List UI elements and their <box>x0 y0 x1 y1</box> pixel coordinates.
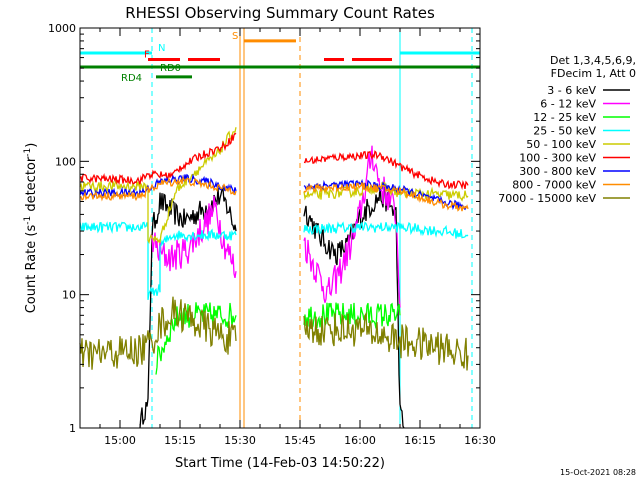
flag-label-f: F <box>144 50 150 61</box>
x-tick-label-3: 15:45 <box>284 434 316 447</box>
x-tick-label-5: 16:15 <box>404 434 436 447</box>
series-line-2-1 <box>303 302 401 329</box>
legend-label-3: 25 - 50 keV <box>533 125 596 138</box>
series-line-5-0 <box>79 132 237 186</box>
legend-label-7: 800 - 7000 keV <box>512 179 596 192</box>
series-line-7-0 <box>79 175 237 202</box>
axes: 1 10 100 1000 15:00 15:15 15:30 15:45 16:00 16:15… <box>48 22 496 447</box>
y-tick-label-3: 1000 <box>48 22 76 35</box>
legend: Det 1,3,4,5,6,9,FDecim 1, Att 0 3 - 6 keV… <box>498 54 636 205</box>
legend-label-2: 12 - 25 keV <box>533 111 596 124</box>
legend-label-5: 100 - 300 keV <box>519 152 596 165</box>
y-tick-label-2: 100 <box>55 155 76 168</box>
series-line-1-1 <box>303 145 401 308</box>
flag-label-n: N <box>158 43 165 54</box>
series-line-4-1 <box>303 181 469 202</box>
x-tick-label-4: 16:00 <box>344 434 376 447</box>
legend-header-1: FDecim 1, Att 0 <box>551 67 636 80</box>
flag-label-rd4: RD4 <box>121 73 142 84</box>
legend-label-1: 6 - 12 keV <box>540 98 596 111</box>
series-line-5-1 <box>303 150 469 190</box>
y-axis-label: Count Rate (s-1 detector-1) <box>23 143 39 314</box>
x-tick-label-0: 15:00 <box>104 434 136 447</box>
series-7 <box>79 175 469 212</box>
series-line-3-0 <box>79 221 237 300</box>
series-line-8-1 <box>303 311 469 371</box>
series-3 <box>79 221 469 300</box>
x-tick-label-2: 15:30 <box>224 434 256 447</box>
series-1 <box>151 145 401 308</box>
series-line-3-1 <box>303 221 469 239</box>
legend-label-4: 50 - 100 keV <box>526 138 596 151</box>
legend-header-0: Det 1,3,4,5,6,9, <box>550 54 636 67</box>
series-line-7-1 <box>303 182 469 212</box>
y-tick-label-0: 1 <box>69 422 76 435</box>
legend-label-0: 3 - 6 keV <box>547 84 596 97</box>
series-8 <box>79 296 469 371</box>
legend-label-8: 7000 - 15000 keV <box>498 192 596 205</box>
series-line-8-0 <box>79 296 237 370</box>
series-line-1-0 <box>151 195 237 279</box>
flag-label-rd0: RD0 <box>160 63 181 74</box>
x-axis-label: Start Time (14-Feb-03 14:50:22) <box>175 456 385 471</box>
series-5 <box>79 132 469 190</box>
legend-label-6: 300 - 800 keV <box>519 165 596 178</box>
y-tick-label-1: 10 <box>62 289 76 302</box>
flag-label-s: S <box>232 31 238 42</box>
x-tick-label-6: 16:30 <box>464 434 496 447</box>
series-line-0-0 <box>139 187 237 429</box>
series-line-6-1 <box>303 178 469 211</box>
series-line-4-0 <box>79 127 237 245</box>
series-4 <box>79 127 469 245</box>
series-2 <box>155 302 401 375</box>
plot-area: NF S RD0 RD4 <box>79 28 480 429</box>
chart-title: RHESSI Observing Summary Count Rates <box>125 4 435 22</box>
x-tick-label-1: 15:15 <box>164 434 196 447</box>
series-line-2-0 <box>155 302 237 375</box>
timestamp: 15-Oct-2021 08:28 <box>560 468 636 477</box>
